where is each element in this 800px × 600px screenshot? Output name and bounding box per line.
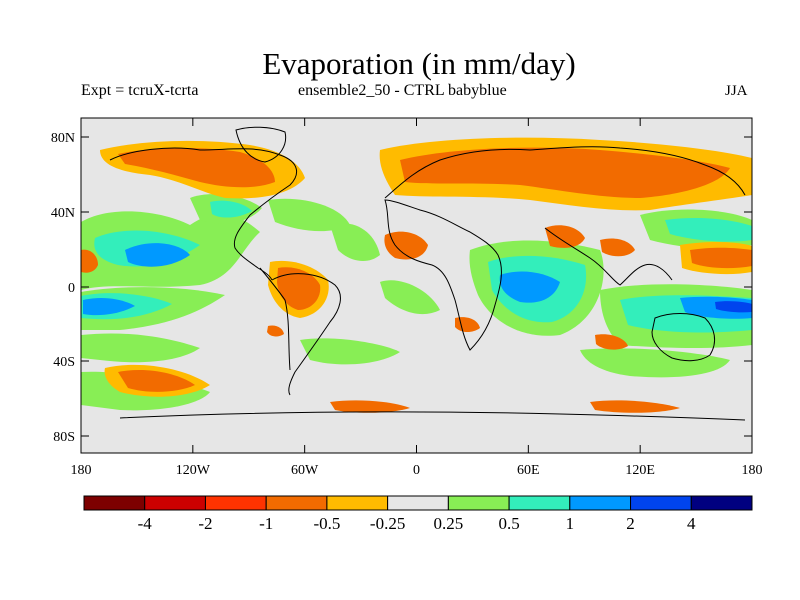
lat-tick-label: 0 bbox=[68, 281, 75, 296]
west-africa-negative-area bbox=[384, 231, 428, 260]
ensemble-label: ensemble2_50 - CTRL babyblue bbox=[298, 82, 507, 99]
greenland-coastline bbox=[235, 126, 287, 163]
south-africa-negative-area bbox=[455, 317, 480, 333]
east-pacific-high-area bbox=[83, 297, 135, 316]
lon-tick-label: 120E bbox=[625, 463, 655, 478]
lon-tick-label: 180 bbox=[71, 463, 92, 478]
gulf-of-guinea-positive-area bbox=[380, 280, 440, 315]
north-atlantic-positive-area bbox=[268, 198, 350, 232]
north-pacific-west-strong-negative bbox=[690, 247, 752, 269]
lon-tick-label: 60W bbox=[291, 463, 319, 478]
middle-east-negative-area bbox=[545, 225, 585, 248]
latitude-axis: 80N 40N 0 40S 80S bbox=[51, 131, 752, 445]
south-atlantic-positive-area bbox=[300, 338, 400, 365]
colorbar-swatch bbox=[265, 495, 328, 511]
south-america-west-coastline bbox=[259, 267, 291, 371]
colorbar-swatch bbox=[387, 495, 449, 511]
gulf-moderate-area bbox=[210, 200, 252, 218]
colorbar-label: -0.5 bbox=[313, 514, 340, 533]
southern-ocean-negative-a bbox=[330, 400, 410, 413]
colorbar-swatch bbox=[83, 495, 146, 511]
colorbar-swatch bbox=[204, 495, 267, 511]
lat-tick-label: 80S bbox=[53, 430, 75, 445]
colorbar-label: 1 bbox=[566, 514, 575, 533]
colorbar: -4 -2 -1 -0.5 -0.25 0.25 0.5 1 2 4 bbox=[83, 495, 753, 533]
south-asia-coastline bbox=[544, 227, 673, 286]
map-panel bbox=[81, 118, 752, 453]
south-pacific-strong-negative bbox=[118, 369, 195, 392]
map-title: Evaporation (in mm/day) bbox=[262, 46, 576, 81]
antarctica-coastline bbox=[119, 411, 746, 421]
lat-tick-label: 40S bbox=[53, 355, 75, 370]
north-america-coastline bbox=[109, 147, 298, 281]
season-label: JJA bbox=[725, 83, 748, 99]
south-pacific-positive-band bbox=[81, 333, 200, 363]
colorbar-swatch bbox=[144, 495, 206, 511]
eurasia-north-coastline bbox=[384, 146, 746, 199]
west-pacific-peak-area bbox=[715, 301, 752, 313]
colorbar-swatch bbox=[569, 495, 632, 511]
colorbar-swatch bbox=[326, 495, 389, 511]
colorbar-label: 2 bbox=[626, 514, 635, 533]
colorbar-label: -0.25 bbox=[370, 514, 405, 533]
colorbar-label: 0.25 bbox=[433, 514, 463, 533]
colorbar-label: 0.5 bbox=[498, 514, 519, 533]
south-indian-negative-area bbox=[595, 334, 628, 350]
south-america-negative-spot bbox=[267, 325, 284, 337]
amazon-strong-negative-area bbox=[277, 267, 321, 310]
colorbar-swatch bbox=[630, 495, 692, 511]
colorbar-label: -1 bbox=[259, 514, 273, 533]
coastlines bbox=[109, 126, 746, 421]
lat-tick-label: 80N bbox=[51, 131, 75, 146]
colorbar-swatch bbox=[690, 495, 753, 511]
southern-indian-band bbox=[580, 348, 730, 378]
longitude-axis: 180 120W 60W 0 60E 120E 180 bbox=[71, 118, 763, 478]
eurasia-strong-negative-area bbox=[400, 147, 730, 198]
lon-tick-label: 60E bbox=[517, 463, 540, 478]
colorbar-label: -4 bbox=[138, 514, 153, 533]
lon-tick-label: 180 bbox=[742, 463, 763, 478]
northwest-pacific-moderate-area bbox=[665, 217, 752, 242]
indian-ocean-high-area bbox=[499, 271, 560, 303]
lat-tick-label: 40N bbox=[51, 206, 75, 221]
australia-coastline bbox=[651, 313, 716, 362]
north-america-strong-negative-area bbox=[118, 148, 275, 188]
colorbar-label: -2 bbox=[198, 514, 212, 533]
lon-tick-label: 0 bbox=[413, 463, 420, 478]
south-america-coastline bbox=[271, 273, 341, 396]
dateline-negative-area bbox=[81, 249, 98, 273]
north-pacific-high-area bbox=[125, 243, 190, 267]
colorbar-label: 4 bbox=[687, 514, 696, 533]
africa-coastline bbox=[384, 199, 502, 351]
southern-ocean-negative-b bbox=[590, 400, 680, 413]
colorbar-swatch bbox=[508, 495, 571, 511]
experiment-label: Expt = tcruX-tcrta bbox=[81, 82, 199, 99]
subtropical-atlantic-area bbox=[330, 223, 380, 262]
india-negative-area bbox=[600, 238, 635, 257]
negative-evaporation-fields bbox=[81, 137, 752, 413]
lon-tick-label: 120W bbox=[176, 463, 211, 478]
colorbar-swatch bbox=[447, 495, 510, 511]
